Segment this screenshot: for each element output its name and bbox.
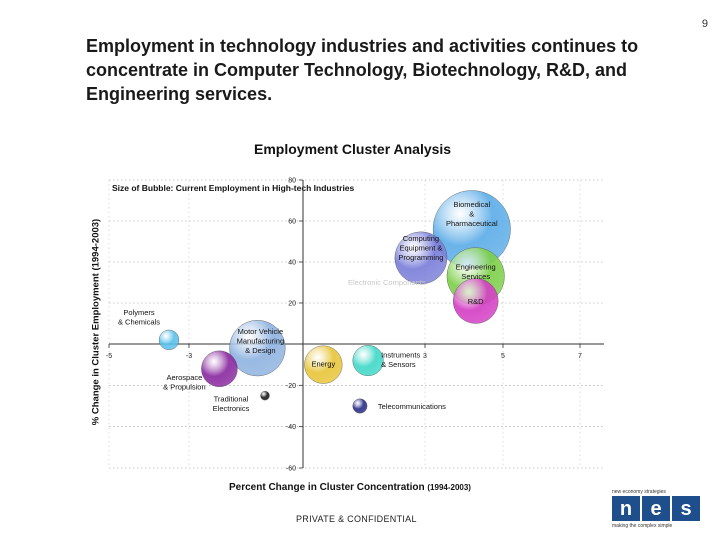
y-tick-label-5: -40	[286, 424, 296, 431]
bubble-label-8: Aerospace & Propulsion	[163, 373, 206, 392]
bubble-label-5: Motor Vehicle Manufacturing & Design	[237, 327, 285, 355]
bubble-label-9: Traditional Electronics	[213, 395, 250, 414]
y-tick-label-0: 80	[288, 178, 296, 185]
company-logo: new economy strategies n e s making the …	[612, 488, 702, 532]
y-tick-label-6: -60	[286, 466, 296, 473]
y-tick-label-1: 60	[288, 219, 296, 226]
bubble-9	[260, 390, 270, 401]
bubble-label-10: Telecommunications	[378, 402, 446, 411]
logo-letter-e: e	[642, 496, 670, 521]
logo-tagline-bottom: making the complex simple	[612, 523, 673, 529]
x-tick-label-3: 5	[501, 353, 505, 360]
x-axis-label-suffix: (1994-2003)	[427, 483, 471, 492]
chart-title: Employment Cluster Analysis	[254, 141, 452, 157]
bubble-label-2: Engineering Services	[456, 262, 496, 281]
footer-confidential: PRIVATE & CONFIDENTIAL	[296, 514, 417, 524]
x-tick-label-2: 3	[423, 353, 427, 360]
bubble-label-7: Energy	[311, 360, 335, 369]
bubble-1	[394, 231, 448, 285]
bubble-label-6: Instruments & Sensors	[381, 351, 420, 370]
bubble-10	[352, 398, 368, 414]
page-headline: Employment in technology industries and …	[86, 36, 639, 104]
bubble-8	[201, 350, 238, 387]
x-axis-label: Percent Change in Cluster Concentration …	[229, 482, 471, 493]
bubble-6	[352, 345, 384, 377]
y-tick-label-2: 40	[288, 260, 296, 267]
x-tick-label-1: -3	[186, 353, 192, 360]
bubble-label-3: R&D	[468, 297, 484, 306]
bubble-label-4: Polymers & Chemicals	[118, 308, 160, 327]
bubble-3	[453, 278, 499, 324]
bubble-5	[229, 320, 286, 377]
y-tick-label-4: -20	[286, 383, 296, 390]
x-tick-label-4: 7	[578, 353, 582, 360]
bubble-4	[158, 329, 180, 350]
logo-letter-n: n	[612, 496, 640, 521]
x-axis-label-text: Percent Change in Cluster Concentration	[229, 482, 425, 493]
logo-letter-s: s	[672, 496, 700, 521]
logo-tagline-top: new economy strategies	[612, 489, 666, 495]
x-tick-label-0: -5	[106, 353, 112, 360]
faded-label: Electronic Components	[348, 278, 426, 287]
bubble-7	[304, 345, 343, 384]
bubble-size-note: Size of Bubble: Current Employment in Hi…	[112, 183, 355, 193]
y-tick-label-3: 20	[288, 301, 296, 308]
bubble-label-1: Computing Equipment & Programming	[398, 234, 443, 262]
bubble-label-0: Biomedical & Pharmaceutical	[446, 200, 498, 228]
page-number: 9	[701, 18, 708, 30]
